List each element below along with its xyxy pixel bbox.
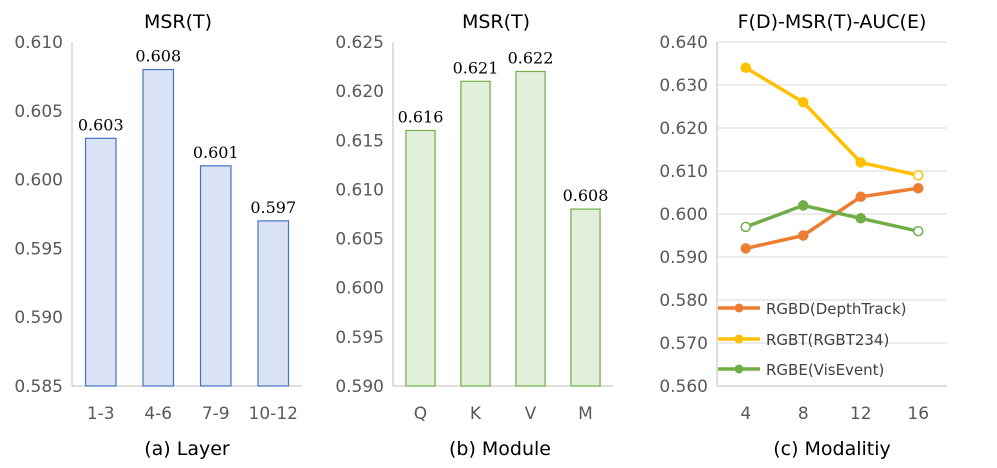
y-tick-label: 0.580 bbox=[659, 291, 708, 311]
y-tick-label: 0.630 bbox=[659, 76, 708, 96]
y-tick-label: 0.595 bbox=[14, 239, 63, 259]
point-rgbt bbox=[740, 62, 751, 74]
bar-V bbox=[515, 70, 546, 387]
y-tick-label: 0.600 bbox=[14, 171, 63, 191]
y-tick-label: 0.610 bbox=[335, 180, 384, 200]
y-tick-label: 0.590 bbox=[14, 308, 63, 328]
bars-b: 0.616 Q 0.621 K 0.622 V 0.608 M bbox=[398, 48, 609, 424]
bar-value-label: 0.597 bbox=[250, 198, 296, 217]
caption-b: (b) Module bbox=[449, 438, 551, 460]
point-rgbd bbox=[798, 230, 809, 241]
point-rgbe bbox=[798, 200, 809, 211]
panel-module: MSR(T) 0.590 0.595 0.600 0.605 0.610 0.615 0.6… bbox=[335, 11, 613, 460]
point-rgbd bbox=[740, 243, 751, 254]
bar-K bbox=[460, 80, 491, 387]
bar-7-9 bbox=[199, 165, 232, 387]
series-line-rgbt bbox=[744, 66, 919, 178]
bar-value-label: 0.616 bbox=[398, 107, 444, 126]
bar-Q bbox=[405, 129, 436, 387]
caption-a: (a) Layer bbox=[144, 438, 230, 460]
y-tick-label: 0.625 bbox=[335, 33, 384, 53]
y-tick-label: 0.615 bbox=[335, 131, 384, 151]
chart-title-b: MSR(T) bbox=[462, 11, 530, 33]
series-line-rgbd bbox=[745, 186, 919, 251]
y-ticks-c: 0.560 0.570 0.580 0.590 0.600 0.610 0.620 0.630… bbox=[659, 33, 708, 397]
point-rgbt bbox=[798, 96, 809, 108]
y-tick-label: 0.620 bbox=[335, 82, 384, 102]
panel-modality: F(D)-MSR(T)-AUC(E) 0.5600.5700.5800.5900… bbox=[659, 11, 947, 460]
y-tick-label: 0.590 bbox=[335, 377, 384, 397]
y-tick-label: 0.590 bbox=[659, 248, 708, 268]
bar-value-label: 0.601 bbox=[193, 143, 239, 162]
bar-value-label: 0.622 bbox=[508, 48, 554, 67]
bar-10-12 bbox=[257, 220, 290, 387]
x-tick-label: 4-6 bbox=[144, 404, 172, 424]
bar-value-label: 0.608 bbox=[135, 47, 181, 66]
series-lines-c: 4 8 12 16 bbox=[740, 62, 929, 424]
x-tick-label: 1-3 bbox=[87, 404, 115, 424]
chart-title-c: F(D)-MSR(T)-AUC(E) bbox=[738, 11, 927, 33]
y-tick-label: 0.610 bbox=[659, 162, 708, 182]
bar-value-label: 0.608 bbox=[563, 186, 609, 205]
y-tick-label: 0.585 bbox=[14, 377, 63, 397]
y-ticks-b: 0.590 0.595 0.600 0.605 0.610 0.615 0.620 0.625 bbox=[335, 33, 384, 397]
gridlines-c bbox=[717, 41, 947, 344]
chart-title-a: MSR(T) bbox=[144, 11, 212, 33]
legend-label-rgbd: RGBD(DepthTrack) bbox=[766, 300, 907, 318]
x-tick-label: 8 bbox=[798, 404, 809, 424]
x-tick-label: 10-12 bbox=[249, 404, 298, 424]
point-rgbe bbox=[740, 221, 751, 233]
y-tick-label: 0.640 bbox=[659, 33, 708, 53]
y-tick-label: 0.600 bbox=[335, 279, 384, 299]
bar-value-label: 0.621 bbox=[453, 58, 499, 77]
bar-1-3 bbox=[84, 137, 117, 387]
point-rgbt bbox=[913, 170, 924, 181]
bar-M bbox=[570, 208, 601, 387]
legend-marker-rgbd bbox=[734, 303, 744, 313]
legend-marker-rgbt bbox=[734, 334, 744, 344]
y-tick-label: 0.560 bbox=[659, 377, 708, 397]
point-rgbe bbox=[913, 225, 924, 237]
y-ticks-a: 0.585 0.590 0.595 0.600 0.605 0.610 bbox=[14, 33, 63, 397]
x-tick-label: Q bbox=[414, 404, 427, 424]
bar-value-label: 0.603 bbox=[78, 115, 124, 134]
x-tick-label: 16 bbox=[907, 404, 929, 424]
y-tick-label: 0.570 bbox=[659, 334, 708, 354]
x-tick-label: M bbox=[578, 404, 593, 424]
series-line-rgbe bbox=[745, 203, 919, 233]
point-rgbt bbox=[855, 157, 866, 168]
y-tick-label: 0.595 bbox=[335, 328, 384, 348]
legend-c: RGBD(DepthTrack) RGBT(RGBT234) RGBE(VisE… bbox=[718, 300, 907, 379]
x-tick-label: V bbox=[525, 404, 537, 424]
y-tick-label: 0.600 bbox=[659, 205, 708, 225]
x-tick-label: 7-9 bbox=[202, 404, 230, 424]
point-rgbe bbox=[855, 213, 866, 224]
point-rgbd bbox=[913, 182, 924, 194]
legend-marker-rgbe bbox=[734, 364, 744, 374]
legend-label-rgbt: RGBT(RGBT234) bbox=[766, 331, 889, 349]
y-tick-label: 0.620 bbox=[659, 119, 708, 139]
x-tick-label: 4 bbox=[740, 404, 751, 424]
y-tick-label: 0.605 bbox=[335, 230, 384, 250]
y-tick-label: 0.610 bbox=[14, 33, 63, 53]
bars-a: 0.603 1-3 0.608 4-6 0.601 7-9 0.597 10-12 bbox=[78, 47, 298, 424]
x-tick-label: K bbox=[470, 404, 482, 424]
legend-label-rgbe: RGBE(VisEvent) bbox=[766, 361, 884, 379]
panel-layer: MSR(T) 0.585 0.590 0.595 0.600 0.605 0.610 0.… bbox=[14, 11, 302, 460]
y-tick-label: 0.605 bbox=[14, 102, 63, 122]
caption-c: (c) Modalitiy bbox=[773, 438, 891, 460]
point-rgbd bbox=[855, 191, 866, 203]
bar-4-6 bbox=[142, 68, 175, 387]
x-tick-label: 12 bbox=[850, 404, 872, 424]
